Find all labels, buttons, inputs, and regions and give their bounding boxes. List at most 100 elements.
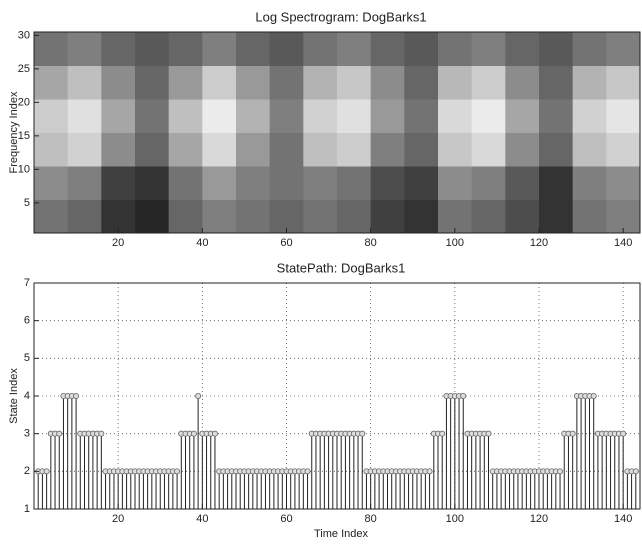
stem-marker	[439, 430, 446, 437]
heatmap-cell	[236, 132, 271, 167]
x-tick-label: 120	[530, 513, 548, 525]
heatmap-cell	[438, 32, 473, 66]
y-tick-label: 25	[18, 63, 30, 75]
heatmap-cell	[269, 65, 304, 100]
heatmap-cell	[269, 166, 304, 200]
x-tick-label: 100	[446, 237, 464, 249]
heatmap-cell	[168, 65, 203, 100]
heatmap-cell	[471, 166, 506, 200]
stem-marker	[620, 430, 627, 437]
heatmap-cell	[67, 32, 102, 66]
heatmap-cell	[539, 99, 574, 133]
heatmap-cell	[572, 132, 607, 167]
heatmap-cell	[370, 166, 405, 200]
heatmap-cell	[236, 199, 271, 234]
heatmap-cell	[269, 32, 304, 66]
heatmap-cell	[505, 166, 540, 200]
y-axis-label: Frequency Index	[8, 91, 20, 173]
heatmap-cell	[168, 166, 203, 200]
heatmap-cell	[202, 65, 237, 100]
stem-marker	[485, 430, 492, 437]
heatmap-cell	[606, 132, 641, 167]
heatmap-cell	[303, 199, 338, 234]
stem-marker	[195, 392, 202, 399]
heatmap-cell	[572, 32, 607, 66]
heatmap-cell	[404, 132, 439, 167]
heatmap-cell	[471, 199, 506, 234]
heatmap-cell	[337, 132, 372, 167]
y-tick-label: 4	[24, 390, 30, 402]
stem-marker	[590, 392, 597, 399]
heatmap-cell	[572, 99, 607, 133]
heatmap-cell	[303, 65, 338, 100]
heatmap-cell	[539, 166, 574, 200]
heatmap-cell	[236, 99, 271, 133]
heatmap-cell	[505, 132, 540, 167]
y-axis-label: State Index	[8, 368, 20, 424]
heatmap-cell	[101, 132, 136, 167]
heatmap-cell	[505, 99, 540, 133]
y-tick-label: 7	[24, 277, 30, 289]
heatmap-cell	[471, 99, 506, 133]
stem-marker	[359, 430, 366, 437]
heatmap-cell	[438, 65, 473, 100]
y-tick-label: 5	[24, 352, 30, 364]
x-tick-label: 140	[614, 513, 632, 525]
heatmap-cell	[236, 32, 271, 66]
heatmap-cell	[236, 65, 271, 100]
heatmap-cell	[269, 99, 304, 133]
heatmap-cell	[303, 132, 338, 167]
heatmap-cell	[606, 99, 641, 133]
heatmap-cell	[539, 199, 574, 234]
heatmap-cell	[168, 199, 203, 234]
chart-title: Log Spectrogram: DogBarks1	[255, 9, 426, 24]
heatmap-cell	[135, 199, 170, 234]
heatmap-cell	[34, 166, 69, 200]
heatmap-cell	[606, 32, 641, 66]
heatmap-cell	[101, 199, 136, 234]
heatmap-cell	[168, 132, 203, 167]
heatmap-cell	[303, 32, 338, 66]
stem-marker	[304, 468, 311, 475]
heatmap-cell	[539, 132, 574, 167]
heatmap-cell	[202, 199, 237, 234]
heatmap-cell	[303, 99, 338, 133]
heatmap-cell	[34, 99, 69, 133]
heatmap-cell	[168, 32, 203, 66]
stem-marker	[632, 468, 639, 475]
heatmap-cell	[67, 166, 102, 200]
stem-marker	[460, 392, 467, 399]
heatmap-cell	[337, 199, 372, 234]
stem-marker	[426, 468, 433, 475]
heatmap-cell	[202, 32, 237, 66]
heatmap-cell	[34, 199, 69, 234]
x-tick-label: 40	[196, 513, 208, 525]
heatmap-cell	[505, 65, 540, 100]
heatmap-cell	[370, 99, 405, 133]
heatmap-cell	[337, 99, 372, 133]
y-tick-label: 1	[24, 503, 30, 515]
heatmap-cell	[67, 199, 102, 234]
y-tick-label: 2	[24, 465, 30, 477]
heatmap-cell	[34, 65, 69, 100]
x-tick-label: 20	[112, 237, 124, 249]
stem-marker	[56, 430, 63, 437]
stem-marker	[73, 392, 80, 399]
x-tick-label: 100	[446, 513, 464, 525]
y-tick-label: 3	[24, 428, 30, 440]
x-tick-label: 20	[112, 513, 124, 525]
x-tick-label: 40	[196, 237, 208, 249]
heatmap-cell	[236, 166, 271, 200]
heatmap-cell	[370, 32, 405, 66]
heatmap-cell	[337, 65, 372, 100]
x-tick-label: 60	[280, 513, 292, 525]
heatmap-cell	[438, 132, 473, 167]
x-tick-label: 80	[365, 237, 377, 249]
heatmap-cell	[370, 199, 405, 234]
chart-title: StatePath: DogBarks1	[277, 260, 406, 275]
heatmap-cell	[168, 99, 203, 133]
heatmap-cell	[606, 166, 641, 200]
y-tick-label: 6	[24, 315, 30, 327]
heatmap-cell	[438, 166, 473, 200]
heatmap-cell	[370, 65, 405, 100]
